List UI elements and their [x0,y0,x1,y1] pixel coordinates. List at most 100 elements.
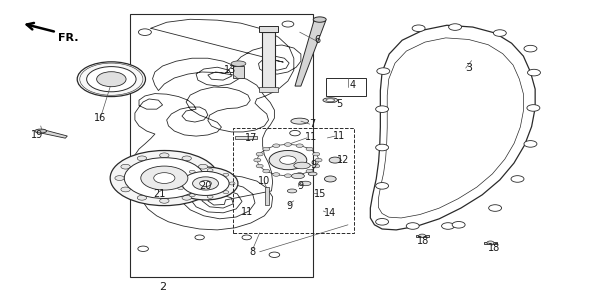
Circle shape [282,21,294,27]
Bar [259,26,278,32]
Circle shape [290,130,300,136]
Text: 19: 19 [31,130,43,140]
Text: 21: 21 [153,189,166,199]
Circle shape [407,223,419,229]
Ellipse shape [256,152,263,156]
Circle shape [376,183,389,189]
Circle shape [115,176,124,181]
Circle shape [138,246,149,251]
Text: 14: 14 [324,208,336,219]
Ellipse shape [254,158,261,162]
Ellipse shape [313,17,326,22]
Circle shape [412,25,425,32]
Bar [233,66,244,78]
Circle shape [524,45,537,52]
Circle shape [324,176,336,182]
Ellipse shape [124,158,204,198]
Ellipse shape [306,169,313,173]
Circle shape [207,169,213,172]
Bar [416,235,428,237]
Circle shape [229,182,235,185]
Text: 4: 4 [350,80,356,90]
Circle shape [198,164,208,169]
Ellipse shape [97,72,126,87]
Ellipse shape [294,162,310,169]
Circle shape [195,235,204,240]
Text: 18: 18 [417,236,430,246]
Ellipse shape [291,118,309,124]
Circle shape [182,195,191,200]
Ellipse shape [273,173,280,176]
Ellipse shape [173,167,238,200]
Ellipse shape [280,156,296,164]
Ellipse shape [87,67,136,92]
Text: 11: 11 [333,131,345,141]
Text: 9: 9 [286,201,292,211]
Circle shape [137,156,147,161]
Text: 16: 16 [93,113,106,123]
Circle shape [511,176,524,182]
Ellipse shape [263,147,270,151]
Ellipse shape [182,172,229,195]
Ellipse shape [308,172,317,176]
Ellipse shape [419,234,425,238]
Circle shape [376,106,389,113]
Circle shape [223,173,229,176]
Ellipse shape [141,166,188,190]
Ellipse shape [35,129,47,133]
Bar [233,128,354,233]
Circle shape [137,195,147,200]
Text: FR.: FR. [58,33,79,43]
Circle shape [178,187,183,190]
Text: 5: 5 [336,99,342,109]
Circle shape [121,164,130,169]
Circle shape [178,177,183,180]
Ellipse shape [296,173,303,176]
Circle shape [160,153,169,158]
Ellipse shape [269,150,307,170]
Text: 17: 17 [245,133,257,143]
Ellipse shape [487,241,494,245]
Text: 11: 11 [305,132,317,142]
Circle shape [376,219,389,225]
Text: 15: 15 [314,189,326,199]
Text: 9: 9 [311,160,317,170]
Circle shape [269,252,280,257]
Text: 2: 2 [159,282,166,292]
Bar [326,78,366,96]
Circle shape [198,187,208,192]
Ellipse shape [296,144,303,147]
Ellipse shape [326,99,335,101]
Text: 11: 11 [241,207,253,217]
Circle shape [223,191,229,194]
Ellipse shape [284,143,291,146]
Circle shape [189,194,195,197]
Ellipse shape [284,174,291,178]
Ellipse shape [192,177,218,190]
Ellipse shape [315,158,322,162]
Circle shape [139,29,152,36]
Text: 6: 6 [314,35,320,45]
Circle shape [182,156,191,161]
Ellipse shape [263,169,270,173]
Ellipse shape [300,181,311,186]
Bar [262,32,275,88]
Text: 13: 13 [224,65,237,75]
Bar [235,135,257,139]
Circle shape [160,198,169,203]
Circle shape [207,195,213,198]
Circle shape [121,187,130,192]
Circle shape [448,24,461,30]
Ellipse shape [199,181,211,186]
Circle shape [189,170,195,173]
Ellipse shape [273,144,280,147]
Circle shape [329,157,341,163]
Ellipse shape [291,173,304,179]
Text: 10: 10 [258,176,271,186]
Ellipse shape [154,173,175,183]
Polygon shape [295,21,326,86]
Bar [265,187,268,205]
Circle shape [524,141,537,147]
Circle shape [377,68,390,74]
Text: 9: 9 [298,182,304,191]
